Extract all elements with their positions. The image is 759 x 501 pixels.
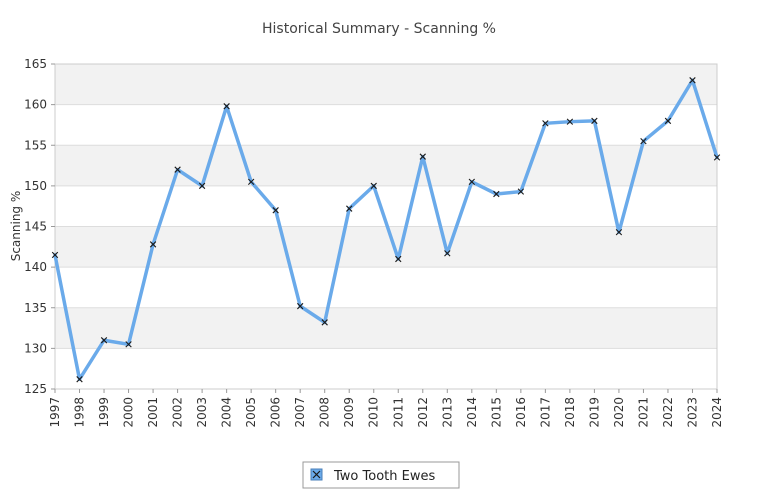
x-tick-label: 2013 (440, 397, 454, 428)
data-point (664, 117, 672, 125)
x-tick-label: 2024 (710, 397, 724, 428)
data-point (370, 182, 377, 190)
data-point (468, 178, 476, 186)
x-tick-label: 2018 (563, 397, 577, 428)
data-point (125, 341, 132, 348)
y-tick-label: 155 (24, 138, 47, 152)
data-point (198, 182, 206, 190)
data-point (640, 137, 647, 145)
y-tick-label: 125 (24, 382, 47, 396)
y-tick-label: 165 (24, 57, 47, 71)
data-point (51, 251, 59, 259)
data-point (615, 228, 623, 236)
x-tick-label: 2019 (587, 397, 601, 428)
data-point (100, 337, 108, 344)
plot-band (55, 307, 717, 349)
y-tick-label: 160 (24, 98, 47, 112)
data-point (713, 154, 721, 161)
data-point (566, 118, 574, 125)
legend-swatch-icon (310, 468, 323, 481)
series-line (53, 78, 719, 381)
y-axis-title: Scanning % (9, 191, 23, 262)
x-tick-label: 2005 (244, 397, 258, 428)
x-tick-label: 2000 (122, 397, 136, 428)
legend-box (302, 461, 460, 489)
y-tick-label: 130 (24, 341, 47, 355)
data-point (591, 117, 598, 125)
y-tick-label: 145 (24, 220, 47, 234)
data-point (272, 207, 279, 214)
x-tick-label: 2001 (146, 397, 160, 428)
x-tick-label: 2014 (465, 397, 479, 428)
x-tick-label: 2010 (367, 397, 381, 428)
x-tick-label: 2006 (269, 397, 283, 428)
data-point (542, 120, 549, 127)
x-tick-label: 2004 (220, 397, 234, 428)
x-tick-label: 1998 (73, 397, 87, 428)
x-tick-label: 2015 (489, 397, 503, 428)
x-tick-label: 2008 (318, 397, 332, 428)
data-point (296, 302, 304, 310)
x-axis-ticks: 1997 1998 1999 2000 2001 2002 2003 2004 2005 2006… (48, 389, 724, 428)
x-tick-label: 2003 (195, 397, 209, 428)
x-tick-label: 2023 (685, 397, 699, 428)
x-tick-label: 2002 (171, 397, 185, 428)
x-tick-label: 2017 (538, 397, 552, 428)
x-tick-label: 1997 (48, 397, 62, 428)
data-point (174, 166, 181, 173)
x-tick-label: 2011 (391, 397, 405, 428)
y-tick-label: 150 (24, 179, 47, 193)
plot-band (55, 64, 717, 105)
chart-title: Historical Summary - Scanning % (262, 21, 496, 37)
x-tick-label: 2007 (293, 397, 307, 428)
y-tick-label: 140 (24, 260, 47, 274)
data-point (76, 376, 83, 383)
data-point (395, 255, 402, 263)
x-tick-label: 2009 (342, 397, 356, 428)
data-point (346, 205, 353, 212)
x-tick-label: 2012 (416, 397, 430, 428)
legend[interactable]: Two Tooth Ewes (302, 461, 460, 489)
data-point (247, 178, 255, 186)
plot-band (55, 267, 717, 308)
y-tick-label: 135 (24, 301, 47, 315)
plot-band (55, 145, 717, 186)
series-markers (51, 77, 721, 383)
data-point (149, 241, 157, 248)
data-point (419, 153, 426, 160)
series-lines (53, 78, 719, 381)
data-point (444, 250, 451, 257)
data-point (493, 190, 500, 198)
y-axis-ticks: 125 130 135 140 145 150 155 160 165 (24, 57, 55, 396)
x-tick-label: 2020 (612, 397, 626, 428)
data-point (223, 103, 230, 110)
x-tick-label: 1999 (97, 397, 111, 428)
x-tick-label: 2022 (661, 397, 675, 428)
plot-band (55, 226, 717, 268)
data-point (517, 188, 525, 195)
x-tick-label: 2016 (514, 397, 528, 428)
data-point (689, 77, 696, 84)
plot-band (55, 348, 717, 389)
legend-label: Two Tooth Ewes (333, 469, 435, 484)
data-point (321, 319, 328, 326)
plot-band (55, 104, 717, 146)
x-tick-label: 2021 (636, 397, 650, 428)
